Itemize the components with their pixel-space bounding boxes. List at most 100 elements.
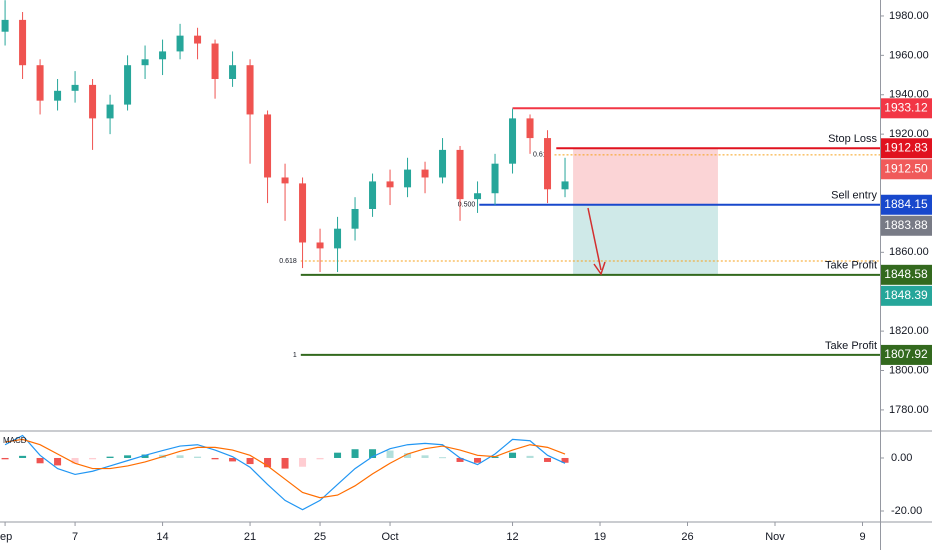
price-label-box [881, 264, 932, 285]
candle-body [544, 138, 552, 190]
candle-body [36, 65, 44, 101]
candle-body [211, 43, 219, 79]
candle-body [159, 51, 167, 60]
macd-histogram-bar [124, 455, 132, 458]
price-label-box [881, 138, 932, 159]
candle-body [369, 181, 377, 209]
arrow-shaft [587, 207, 602, 271]
price-label: 1848.58 [884, 267, 928, 281]
fib-label: 1 [293, 352, 297, 359]
candle-body [456, 149, 464, 200]
fib-label: 0.618 [533, 152, 551, 159]
candle-body [561, 181, 569, 190]
price-label: 1933.12 [884, 100, 928, 114]
candle-body [421, 169, 429, 178]
macd-histogram-bar [89, 457, 97, 460]
macd-histogram-bar [246, 457, 254, 465]
candle-body [124, 65, 132, 105]
candle-body [404, 169, 412, 188]
macd-line [4, 438, 566, 499]
candle-body [89, 84, 97, 119]
y-tick-label: 1820.00 [889, 325, 929, 337]
macd-histogram-bar [106, 456, 114, 458]
macd-line [4, 434, 566, 511]
macd-histogram-bar [211, 457, 219, 460]
macd-histogram-bar [456, 457, 464, 462]
price-label-box [881, 344, 932, 365]
candle-body [299, 183, 307, 243]
macd-histogram-bar [194, 456, 202, 458]
candle-body [386, 181, 394, 188]
level-name: Take Profit [825, 340, 877, 352]
macd-histogram-bar [54, 457, 62, 466]
candle-body [176, 35, 184, 52]
reward-zone [573, 204, 718, 275]
price-label-box [881, 159, 932, 180]
x-tick-label: 25 [314, 531, 326, 543]
candle-body [491, 163, 499, 194]
macd-histogram-bar [439, 457, 447, 459]
candle-body [19, 19, 27, 66]
fib-label: 0.618 [279, 258, 297, 265]
macd-histogram-bar [229, 457, 237, 462]
y-tick-label: 1800.00 [889, 364, 929, 376]
price-label: 1912.50 [884, 161, 928, 175]
y-tick-label: 1960.00 [889, 49, 929, 61]
y-tick-label: 1920.00 [889, 128, 929, 140]
y-tick-label: 1940.00 [889, 89, 929, 101]
candle-body [141, 59, 149, 66]
x-tick-label: 19 [594, 531, 606, 543]
x-tick-label: Nov [765, 531, 785, 543]
macd-histogram-bar [334, 452, 342, 458]
price-label: 1883.88 [884, 218, 928, 232]
macd-histogram-bar [561, 457, 569, 463]
price-labels: 1933.12 1912.83 1912.50 1884.15 1883.88 1848.… [881, 98, 932, 365]
price-pane: Stop Loss 0.618 Sell entry 0.500 0.618 Take P… [1, 0, 880, 359]
price-label-box [881, 285, 932, 306]
arrow-head [593, 261, 606, 276]
risk-zone [573, 148, 718, 205]
candle-body [264, 114, 272, 178]
x-tick-label: Oct [381, 531, 398, 543]
candle-body [316, 242, 324, 249]
price-label-box [881, 98, 932, 119]
macd-y-tick-label: 0.00 [891, 452, 912, 464]
macd-histogram-bar [71, 457, 79, 464]
macd-histogram-bar [281, 457, 289, 469]
macd-histogram-bar [36, 457, 44, 464]
macd-histogram-bar [176, 455, 184, 458]
macd-histogram-bar [544, 457, 552, 462]
candle-body [246, 65, 254, 115]
candle-body [194, 35, 202, 44]
candle-body [526, 118, 534, 139]
macd-histogram-bar [369, 449, 377, 458]
candle-body [334, 228, 342, 249]
trade-arrow [587, 207, 606, 276]
macd-histogram-bar [316, 457, 324, 460]
candle-body [509, 118, 517, 164]
x-tick-label: ep [0, 531, 12, 543]
macd-title: MACD [3, 436, 27, 445]
fib-label: 0.500 [458, 202, 476, 209]
candle-body [106, 104, 114, 119]
candle-body [351, 208, 359, 229]
macd-histogram-bar [351, 449, 359, 458]
price-label: 1912.83 [884, 140, 928, 154]
macd-histogram-bar [491, 456, 499, 458]
price-label-box [881, 194, 932, 215]
y-tick-label: 1860.00 [889, 246, 929, 258]
candle-body [1, 19, 9, 32]
macd-y-tick-label: -20.00 [891, 505, 922, 517]
x-tick-label: 9 [859, 531, 865, 543]
candle-body [281, 177, 289, 184]
macd-histogram-bar [19, 455, 27, 458]
price-label: 1884.15 [884, 197, 928, 211]
level-name: Stop Loss [828, 133, 877, 145]
candle-body [71, 84, 79, 91]
candle-body [54, 90, 62, 101]
price-label: 1807.92 [884, 347, 928, 361]
macd-histogram-bar [421, 455, 429, 458]
price-label: 1848.39 [884, 288, 928, 302]
